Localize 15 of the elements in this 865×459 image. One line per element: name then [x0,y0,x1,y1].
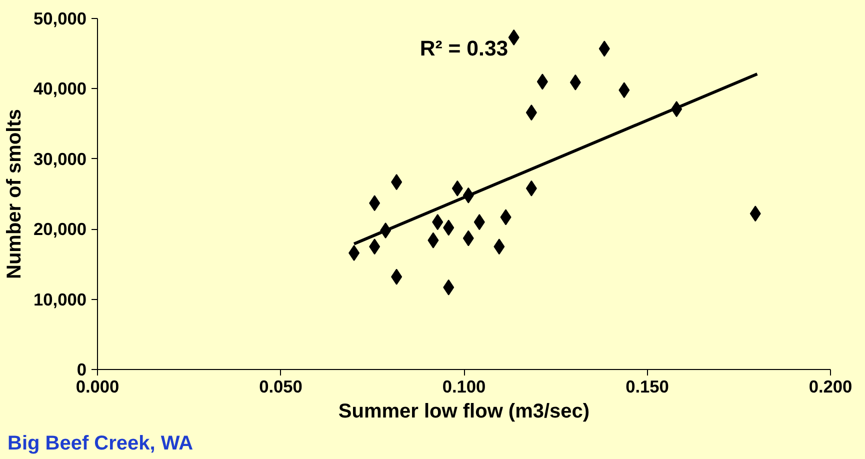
y-tick-label: 20,000 [34,219,86,240]
y-tick-label: 30,000 [34,148,86,169]
x-tick-label: 0.200 [808,376,852,396]
y-tick-label: 40,000 [34,78,86,99]
x-tick-label: 0.050 [259,376,302,396]
annotation: R² = 0.33 [420,36,508,61]
x-tick-label: 0.150 [626,376,669,396]
y-tick-label: 0 [76,360,87,380]
x-axis-title: Summer low flow (m3/sec) [338,400,590,422]
text: Big Beef Creek, WA [8,432,194,454]
y-axis-title: Number of smolts [4,108,26,280]
y-tick-label: 50,000 [34,8,86,28]
x-tick-label: 0.100 [442,376,486,396]
x-tick-label: 0.000 [76,376,120,396]
y-tick-label: 10,000 [34,289,86,310]
